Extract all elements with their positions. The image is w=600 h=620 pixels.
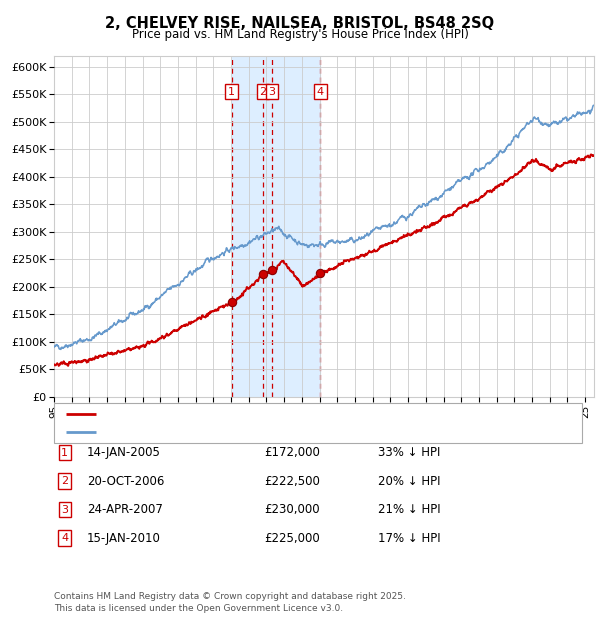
Text: £222,500: £222,500	[264, 475, 320, 487]
Text: 3: 3	[269, 87, 275, 97]
Text: 2, CHELVEY RISE, NAILSEA, BRISTOL, BS48 2SQ: 2, CHELVEY RISE, NAILSEA, BRISTOL, BS48 …	[106, 16, 494, 30]
Text: 20% ↓ HPI: 20% ↓ HPI	[378, 475, 440, 487]
Text: £230,000: £230,000	[264, 503, 320, 516]
Text: 15-JAN-2010: 15-JAN-2010	[87, 532, 161, 544]
Text: 33% ↓ HPI: 33% ↓ HPI	[378, 446, 440, 459]
Text: This data is licensed under the Open Government Licence v3.0.: This data is licensed under the Open Gov…	[54, 603, 343, 613]
Text: 17% ↓ HPI: 17% ↓ HPI	[378, 532, 440, 544]
Text: 1: 1	[61, 448, 68, 458]
Text: HPI: Average price, detached house, North Somerset: HPI: Average price, detached house, Nort…	[102, 427, 377, 437]
Text: 2, CHELVEY RISE, NAILSEA, BRISTOL, BS48 2SQ (detached house): 2, CHELVEY RISE, NAILSEA, BRISTOL, BS48 …	[102, 409, 442, 419]
Text: £225,000: £225,000	[264, 532, 320, 544]
Text: 14-JAN-2005: 14-JAN-2005	[87, 446, 161, 459]
Text: 3: 3	[61, 505, 68, 515]
Text: 1: 1	[228, 87, 235, 97]
Text: 4: 4	[317, 87, 324, 97]
Text: 20-OCT-2006: 20-OCT-2006	[87, 475, 164, 487]
Text: 2: 2	[259, 87, 266, 97]
Text: 21% ↓ HPI: 21% ↓ HPI	[378, 503, 440, 516]
Text: 4: 4	[61, 533, 68, 543]
Text: £172,000: £172,000	[264, 446, 320, 459]
Bar	[232, 56, 320, 397]
Text: 2: 2	[61, 476, 68, 486]
Text: Contains HM Land Registry data © Crown copyright and database right 2025.: Contains HM Land Registry data © Crown c…	[54, 592, 406, 601]
Text: 24-APR-2007: 24-APR-2007	[87, 503, 163, 516]
Text: Price paid vs. HM Land Registry's House Price Index (HPI): Price paid vs. HM Land Registry's House …	[131, 28, 469, 41]
